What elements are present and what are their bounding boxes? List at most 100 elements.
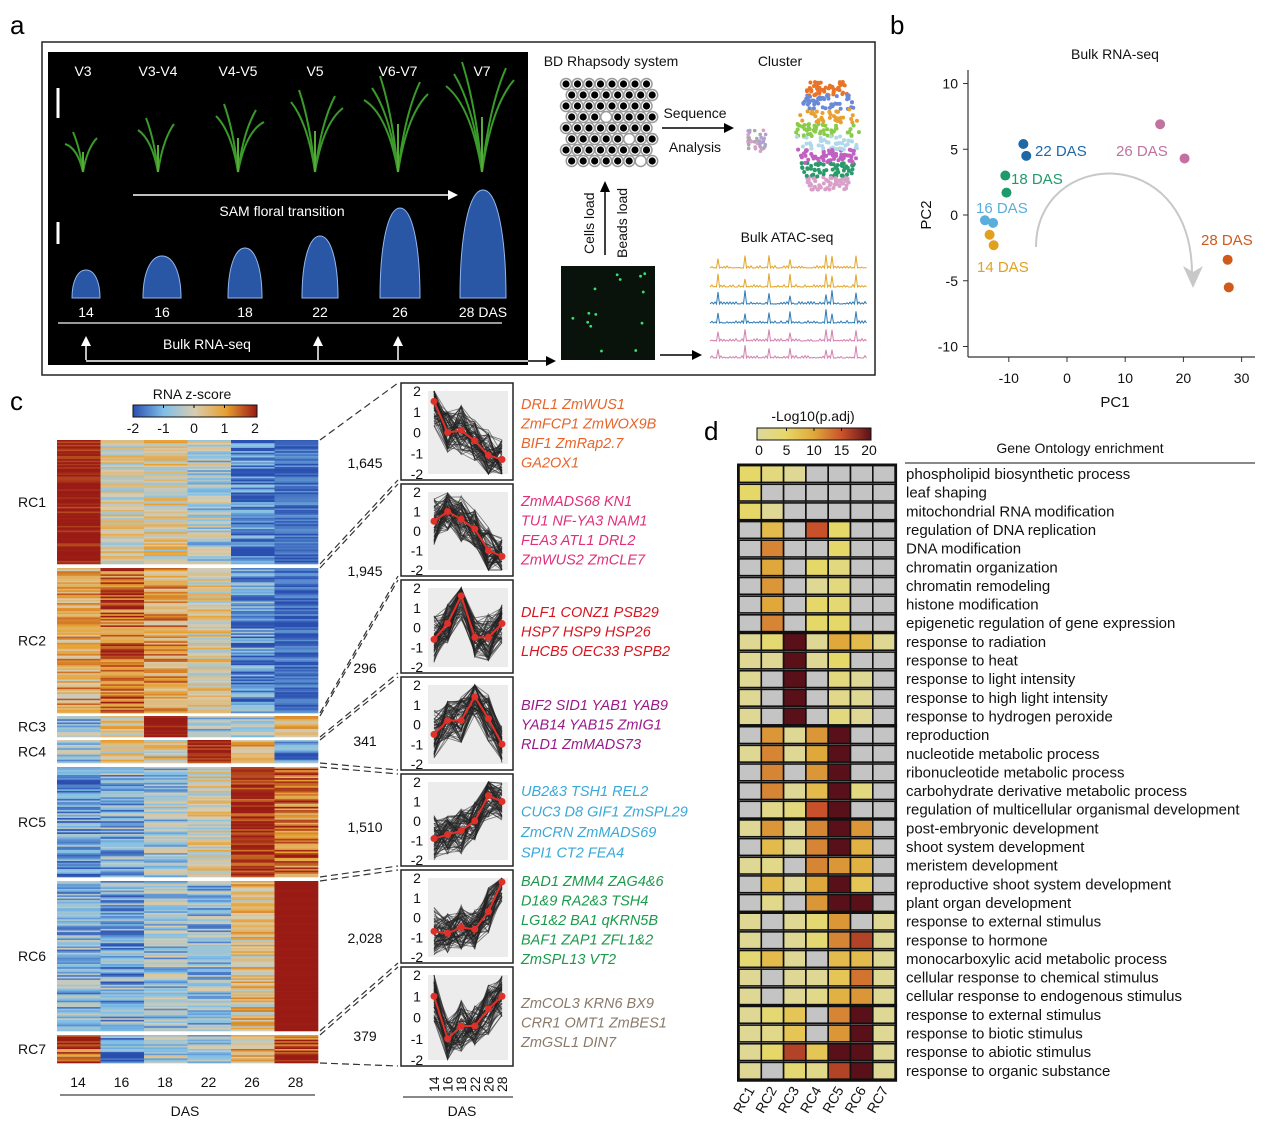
stage-label: V7 xyxy=(473,63,490,79)
heatmap-cell xyxy=(144,1005,188,1008)
heatmap-cell xyxy=(57,965,101,968)
heatmap-cell xyxy=(144,530,188,533)
heatmap-cell xyxy=(57,933,101,936)
heatmap-cell xyxy=(144,1000,188,1003)
heatmap-cell xyxy=(144,1061,188,1064)
heatmap-cell xyxy=(231,824,275,827)
heatmap-cell xyxy=(274,884,319,887)
heatmap-cell xyxy=(144,497,188,500)
pca-point xyxy=(1223,282,1234,293)
heatmap-cell xyxy=(187,995,232,998)
heatmap-cell xyxy=(100,700,145,703)
go-cell xyxy=(805,800,830,819)
heatmap-cell xyxy=(274,554,319,557)
heatmap-cell xyxy=(100,513,145,516)
heatmap-cell xyxy=(187,588,232,591)
cell-point xyxy=(849,171,854,176)
heatmap-cell xyxy=(231,1044,275,1047)
heatmap-cell xyxy=(274,1005,319,1008)
heatmap-cell xyxy=(187,522,232,525)
heatmap-cell xyxy=(231,666,275,669)
heatmap-cell xyxy=(231,845,275,848)
heatmap-cell xyxy=(187,741,232,744)
heatmap-cell xyxy=(274,963,319,966)
heatmap-cell xyxy=(100,810,145,812)
heatmap-cell xyxy=(274,951,319,954)
heatmap-cell xyxy=(274,819,319,822)
arrowhead-icon xyxy=(313,336,323,346)
heatmap-cell xyxy=(274,449,319,452)
heatmap-cell xyxy=(231,1005,275,1008)
bead xyxy=(573,80,582,88)
heatmap-cell xyxy=(231,756,275,759)
heatmap-cell xyxy=(144,473,188,476)
heatmap-cell xyxy=(187,606,232,609)
heatmap-cell xyxy=(187,890,232,893)
heatmap-cell xyxy=(57,916,101,919)
cell-point xyxy=(808,80,813,85)
heatmap-cell xyxy=(187,577,232,580)
heatmap-cell xyxy=(144,516,188,519)
heatmap-cell xyxy=(231,506,275,509)
cell-point xyxy=(811,128,816,133)
heatmap-cell xyxy=(274,626,319,629)
heatmap-cell xyxy=(274,949,319,952)
heatmap-cell xyxy=(274,1049,319,1051)
heatmap-cell xyxy=(231,908,275,911)
heatmap-cell xyxy=(144,814,188,817)
cell-point xyxy=(854,142,859,147)
heatmap-cell xyxy=(57,481,101,484)
heatmap-cell xyxy=(57,708,101,711)
heatmap-cell xyxy=(144,987,188,990)
cell-point xyxy=(794,134,799,139)
heatmap-cell xyxy=(144,816,188,819)
heatmap-cell xyxy=(57,1008,101,1011)
fluorescent-cell xyxy=(641,290,645,294)
heatmap-cell xyxy=(57,441,101,444)
heatmap-cell xyxy=(231,1052,275,1054)
heatmap-cell xyxy=(100,598,145,601)
pca-point xyxy=(1179,153,1190,164)
cell-point xyxy=(842,166,847,171)
heatmap-cell xyxy=(187,924,232,926)
heatmap-cell xyxy=(274,1053,319,1056)
heatmap-cell xyxy=(144,922,188,925)
heatmap-cell xyxy=(231,1045,275,1048)
column-label: 22 xyxy=(201,1074,217,1090)
heatmap-cell xyxy=(274,997,319,1000)
heatmap-cell xyxy=(231,941,275,944)
go-cell xyxy=(782,613,807,633)
heatmap-cell xyxy=(274,959,319,962)
heatmap-cell xyxy=(274,502,319,504)
heatmap-cell xyxy=(57,465,101,468)
heatmap-cell xyxy=(231,1035,275,1037)
heatmap-cell xyxy=(100,673,145,676)
heatmap-cell xyxy=(100,452,145,455)
colorbar-tick-label: -2 xyxy=(127,420,140,436)
heatmap-cell xyxy=(144,806,188,809)
heatmap-cell xyxy=(57,992,101,995)
bead xyxy=(648,113,656,121)
heatmap-cell xyxy=(57,735,101,738)
cell-point xyxy=(797,123,802,128)
heatmap-cell xyxy=(231,888,275,891)
heatmap-cell xyxy=(144,583,188,586)
heatmap-cell xyxy=(100,562,145,565)
heatmap-cell xyxy=(187,711,232,714)
cell-point xyxy=(821,172,826,177)
heatmap-cell xyxy=(100,724,145,726)
cell-point xyxy=(830,148,835,153)
heatmap-cell xyxy=(144,519,188,522)
heatmap-cell xyxy=(187,792,232,795)
heatmap-cell xyxy=(144,612,188,615)
heatmap-cell xyxy=(274,800,319,803)
cell-point xyxy=(811,106,816,111)
heatmap-cell xyxy=(231,1042,275,1045)
gene-trace xyxy=(433,988,503,1061)
go-cell xyxy=(760,669,785,689)
heatmap-cell xyxy=(274,636,319,639)
heatmap-cell xyxy=(231,893,275,896)
cells-load-label: Cells load xyxy=(581,193,597,254)
heatmap-cell xyxy=(100,771,145,774)
heatmap-cell xyxy=(187,992,232,995)
